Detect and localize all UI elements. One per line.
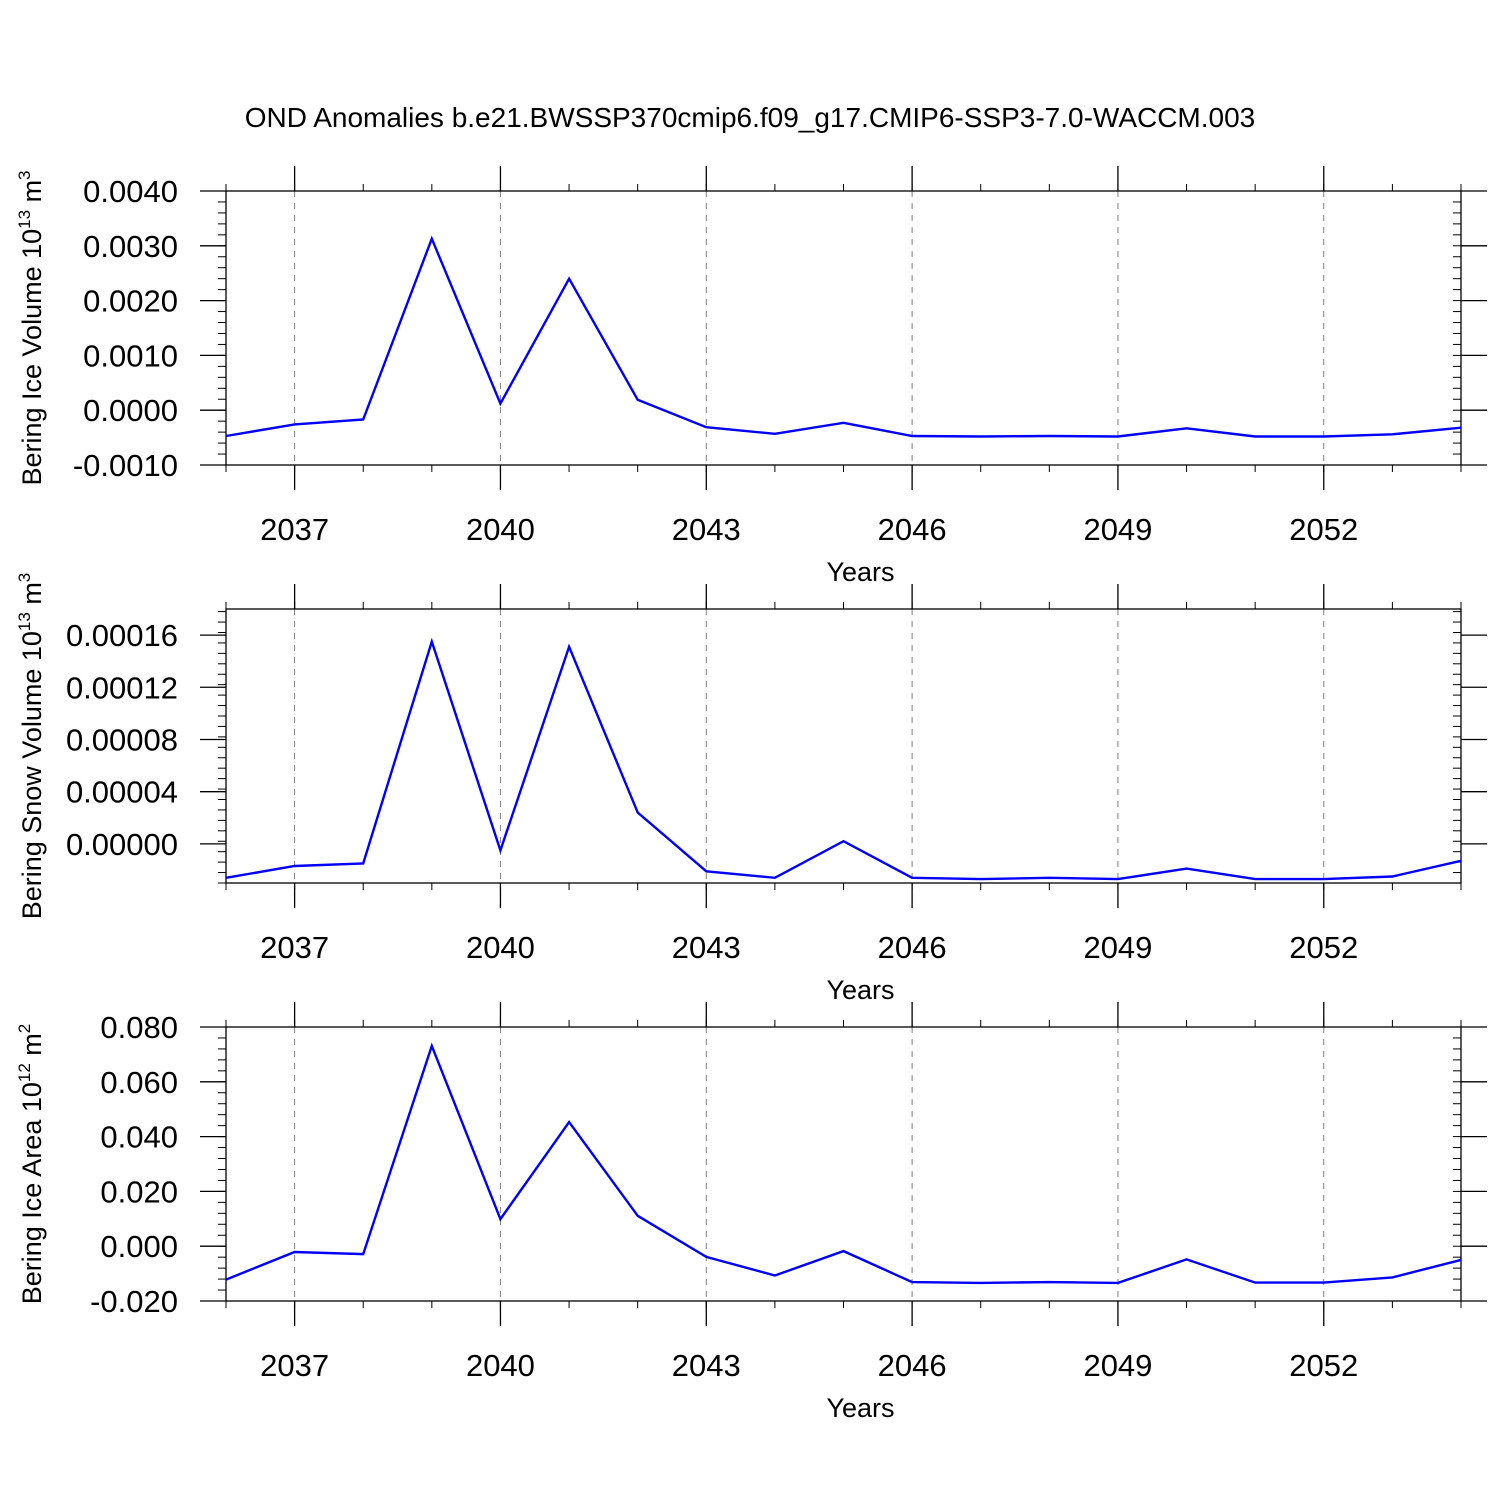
y-tick-label: 0.0000 xyxy=(83,393,178,428)
chart-title: OND Anomalies b.e21.BWSSP370cmip6.f09_g1… xyxy=(245,102,1256,133)
panel-2: 2037 2040 2043 2046 2049 2052 0.00016 0.00012 0.… xyxy=(15,573,1487,1005)
x-tick-label: 2052 xyxy=(1289,1348,1358,1383)
x-tick-label: 2040 xyxy=(466,1348,535,1383)
x-tick-label: 2052 xyxy=(1289,512,1358,547)
x-tick-label: 2046 xyxy=(878,1348,947,1383)
x-tick-label: 2040 xyxy=(466,512,535,547)
y-tick-label: 0.00000 xyxy=(66,827,178,862)
y-tick-label: -0.0010 xyxy=(73,448,178,483)
y-tick-label: 0.060 xyxy=(100,1065,178,1100)
plot-frame xyxy=(225,1026,1462,1302)
x-tick-label: 2037 xyxy=(260,1348,329,1383)
y-axis-label-text: Bering Ice Volume 10 xyxy=(17,229,47,486)
series-line xyxy=(225,637,1462,881)
y-axis-label-unit: m xyxy=(17,180,47,210)
x-axis-label: Years xyxy=(826,1393,894,1423)
y-tick-label: 0.00004 xyxy=(66,775,178,810)
x-tick-label: 2043 xyxy=(672,1348,741,1383)
y-tick-label: -0.020 xyxy=(90,1284,178,1319)
y-axis-label-exp: 13 xyxy=(15,210,34,229)
x-tick-label: 2043 xyxy=(672,930,741,965)
y-tick-label: 0.0030 xyxy=(83,229,178,264)
y-tick-label: 0.0040 xyxy=(83,174,178,209)
x-tick-label: 2037 xyxy=(260,512,329,547)
y-tick-label: 0.080 xyxy=(100,1010,178,1045)
x-tick-label: 2046 xyxy=(878,512,947,547)
y-axis-label-exp: 13 xyxy=(15,612,34,631)
y-tick-label: 0.00012 xyxy=(66,670,178,705)
y-axis-label-unit: m xyxy=(17,1033,47,1063)
x-tick-label: 2043 xyxy=(672,512,741,547)
y-tick-label: 0.000 xyxy=(100,1229,178,1264)
y-axis-label-unit: m xyxy=(17,582,47,612)
panels: 2037 2040 2043 2046 2049 2052 0.0040 0.0030 0.00… xyxy=(15,166,1487,1423)
y-axis-label: Bering Snow Volume 1013 m3 xyxy=(15,573,47,920)
y-tick-label: 0.040 xyxy=(100,1120,178,1155)
y-axis-label: Bering Ice Volume 1013 m3 xyxy=(15,170,47,485)
x-tick-label: 2037 xyxy=(260,930,329,965)
y-tick-label: 0.00016 xyxy=(66,618,178,653)
x-axis-label: Years xyxy=(826,557,894,587)
x-tick-label: 2049 xyxy=(1083,1348,1152,1383)
y-tick-label: 0.00008 xyxy=(66,722,178,757)
panel-1: 2037 2040 2043 2046 2049 2052 0.0040 0.0030 0.00… xyxy=(15,166,1487,587)
y-axis-label-unit-exp: 2 xyxy=(15,1024,34,1033)
x-tick-label: 2052 xyxy=(1289,930,1358,965)
y-axis-label-text: Bering Snow Volume 10 xyxy=(17,631,47,919)
y-axis-label-text: Bering Ice Area 10 xyxy=(17,1082,47,1304)
y-axis-label-unit-exp: 3 xyxy=(15,573,34,582)
series-line xyxy=(225,1042,1462,1285)
y-tick-label: 0.0010 xyxy=(83,338,178,373)
y-axis-label: Bering Ice Area 1012 m2 xyxy=(15,1024,47,1305)
x-tick-label: 2040 xyxy=(466,930,535,965)
panel-3: 2037 2040 2043 2046 2049 2052 0.080 0.060 0.040 0… xyxy=(15,1002,1487,1423)
x-axis-label: Years xyxy=(826,975,894,1005)
y-tick-label: 0.0020 xyxy=(83,284,178,319)
series-line xyxy=(225,235,1462,438)
x-tick-label: 2049 xyxy=(1083,512,1152,547)
y-tick-label: 0.020 xyxy=(100,1174,178,1209)
x-tick-label: 2046 xyxy=(878,930,947,965)
y-axis-label-unit-exp: 3 xyxy=(15,170,34,179)
y-axis-label-exp: 12 xyxy=(15,1063,34,1082)
x-tick-label: 2049 xyxy=(1083,930,1152,965)
